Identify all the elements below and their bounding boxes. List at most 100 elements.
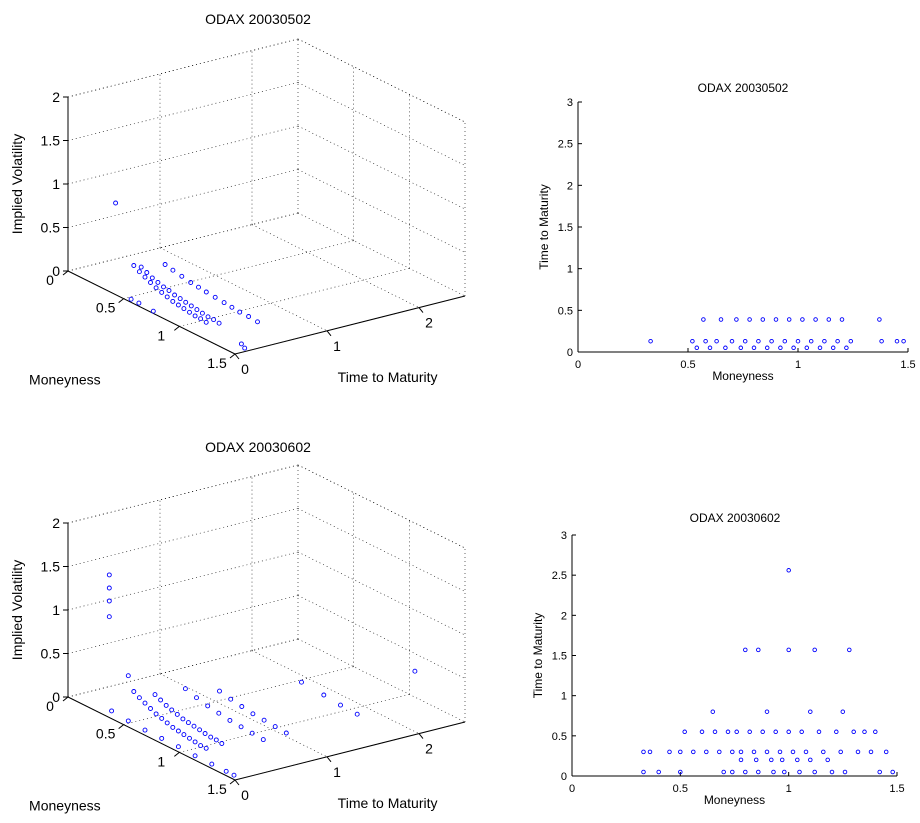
data-point — [185, 720, 191, 726]
x-tick — [118, 298, 124, 304]
data-point — [826, 317, 832, 322]
data-point — [790, 749, 796, 755]
data-point — [868, 749, 874, 755]
data-point — [148, 280, 153, 285]
y-tick-label: 0 — [561, 771, 567, 783]
data-point — [142, 727, 148, 733]
grid-line — [67, 212, 299, 272]
data-point — [848, 338, 854, 344]
data-point — [883, 749, 889, 755]
x-tick — [62, 270, 69, 276]
x-tick-label: 0 — [575, 359, 581, 371]
data-point — [667, 749, 672, 755]
data-point — [756, 338, 761, 344]
data-point — [106, 614, 112, 620]
z-tick-label: 1 — [52, 602, 60, 618]
data-point — [106, 585, 112, 591]
data-point — [231, 772, 237, 778]
data-point — [228, 696, 234, 702]
x-axis-line — [67, 696, 236, 781]
data-point — [825, 757, 830, 763]
data-point — [873, 729, 878, 735]
x-tick — [229, 779, 236, 785]
data-point — [690, 338, 695, 344]
x-tick-label: 1 — [157, 327, 165, 343]
data-point — [205, 314, 211, 320]
y-tick-label: 0.5 — [558, 305, 573, 317]
grid-line — [251, 224, 420, 308]
grid-line — [297, 551, 466, 636]
data-point — [721, 769, 726, 775]
data-point — [169, 707, 175, 713]
data-point — [730, 769, 735, 775]
data-point — [208, 734, 214, 740]
data-point — [249, 730, 255, 736]
data-point — [216, 710, 222, 716]
chart-2d-4: 0 0.5 1 1.5 0 0.5 1 1.5 2 2.5 3 Moneyness Time to Ma… — [531, 511, 905, 807]
x-tick-label: 1 — [795, 359, 801, 371]
data-point — [743, 647, 748, 653]
data-point — [212, 294, 218, 300]
data-point — [175, 302, 181, 308]
data-point — [229, 304, 235, 310]
data-point — [829, 769, 835, 775]
y-tick-label: 0 — [567, 347, 573, 359]
data-point — [773, 317, 779, 322]
data-point — [862, 729, 867, 735]
data-point — [847, 647, 852, 653]
data-point — [188, 280, 194, 285]
data-point — [838, 749, 843, 755]
y-tick-label: 0 — [241, 361, 249, 377]
data-point — [835, 338, 840, 344]
data-point — [412, 668, 418, 674]
data-point — [155, 279, 161, 285]
data-point — [191, 723, 197, 729]
data-point — [879, 338, 884, 344]
data-point — [175, 728, 181, 734]
x-tick — [174, 751, 180, 757]
data-point — [198, 316, 204, 322]
z-tick-label: 2 — [52, 89, 60, 105]
data-point — [125, 673, 131, 679]
data-point — [830, 345, 836, 351]
data-point — [738, 749, 744, 755]
grid-line — [67, 551, 299, 611]
data-point — [795, 338, 801, 344]
data-point — [246, 314, 252, 319]
data-point — [180, 716, 186, 722]
grid-line — [159, 673, 328, 758]
y-tick-label: 1 — [561, 691, 567, 703]
data-point — [797, 769, 802, 775]
y-tick-label: 3 — [561, 530, 567, 542]
data-point — [822, 338, 827, 344]
data-point — [699, 729, 705, 735]
grid-line — [67, 169, 299, 228]
data-point — [753, 757, 759, 763]
x-tick-label: 1 — [786, 783, 792, 795]
data-point — [150, 308, 156, 314]
data-point — [203, 745, 209, 751]
data-point — [877, 317, 882, 322]
y-tick — [234, 779, 240, 786]
chart-3d-1: 0 0.5 1 1.5 0 1 2 0 0.5 1 1.5 2 Moneyness Time to Mat… — [9, 11, 466, 388]
y-tick-label: 2 — [425, 315, 433, 331]
grid-line — [297, 595, 466, 679]
data-point — [821, 749, 826, 755]
data-point — [187, 735, 192, 741]
data-point — [648, 338, 653, 344]
data-point — [804, 345, 810, 351]
data-point — [239, 704, 245, 709]
data-point — [723, 345, 728, 351]
data-point — [808, 709, 813, 714]
grid-line — [297, 125, 466, 210]
x-tick-label: 0.5 — [680, 359, 695, 371]
data-point — [778, 345, 783, 351]
grid-line — [67, 82, 299, 141]
data-point — [816, 729, 822, 735]
data-point — [773, 729, 778, 735]
data-point — [196, 284, 201, 290]
data-point — [777, 749, 783, 755]
data-point — [131, 263, 137, 268]
x-tick-label: 0.5 — [96, 300, 116, 316]
data-point — [786, 647, 791, 653]
